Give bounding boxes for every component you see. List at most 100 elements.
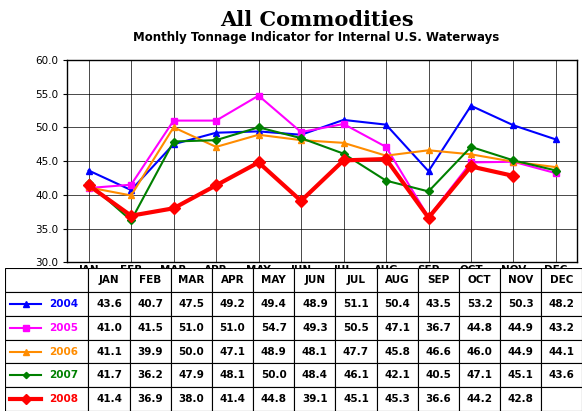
Text: 51.0: 51.0: [179, 323, 205, 333]
Bar: [212, 292, 253, 316]
Bar: [459, 292, 500, 316]
Bar: [212, 363, 253, 387]
Bar: [335, 292, 377, 316]
Bar: [459, 387, 500, 411]
Text: 51.1: 51.1: [343, 299, 369, 309]
Text: Monthly Tonnage Indicator for Internal U.S. Waterways: Monthly Tonnage Indicator for Internal U…: [134, 31, 499, 44]
Text: 44.1: 44.1: [549, 347, 575, 356]
Text: 47.7: 47.7: [343, 347, 369, 356]
Text: 48.1: 48.1: [220, 370, 246, 380]
Bar: [377, 339, 418, 363]
Text: 50.4: 50.4: [384, 299, 410, 309]
Text: 36.2: 36.2: [137, 370, 163, 380]
Bar: [541, 292, 582, 316]
Text: All Commodities: All Commodities: [220, 10, 413, 30]
Text: 46.6: 46.6: [425, 347, 451, 356]
Bar: [212, 268, 253, 292]
Bar: [459, 268, 500, 292]
Text: 44.2: 44.2: [466, 394, 493, 404]
Bar: [335, 339, 377, 363]
Text: 43.6: 43.6: [96, 299, 122, 309]
Bar: [418, 387, 459, 411]
Text: JAN: JAN: [98, 275, 120, 285]
Text: 43.6: 43.6: [549, 370, 575, 380]
Text: 47.1: 47.1: [384, 323, 410, 333]
Text: 49.4: 49.4: [261, 299, 287, 309]
Bar: [130, 387, 171, 411]
Text: 46.0: 46.0: [466, 347, 492, 356]
Text: 50.5: 50.5: [343, 323, 369, 333]
Bar: [212, 316, 253, 339]
Text: OCT: OCT: [468, 275, 492, 285]
Text: 45.8: 45.8: [384, 347, 410, 356]
Text: 47.1: 47.1: [466, 370, 493, 380]
Bar: [130, 363, 171, 387]
Bar: [171, 363, 212, 387]
Text: 36.7: 36.7: [425, 323, 451, 333]
Text: 45.1: 45.1: [508, 370, 534, 380]
Bar: [5, 292, 88, 316]
Bar: [88, 292, 130, 316]
Text: 44.9: 44.9: [508, 347, 534, 356]
Bar: [541, 316, 582, 339]
Bar: [253, 292, 294, 316]
Text: JUL: JUL: [346, 275, 366, 285]
Bar: [130, 292, 171, 316]
Text: 47.1: 47.1: [220, 347, 246, 356]
Bar: [418, 268, 459, 292]
Bar: [541, 363, 582, 387]
Text: 49.3: 49.3: [302, 323, 328, 333]
Text: 2008: 2008: [49, 394, 79, 404]
Text: NOV: NOV: [508, 275, 533, 285]
Bar: [294, 316, 335, 339]
Bar: [500, 292, 541, 316]
Bar: [5, 339, 88, 363]
Text: 42.1: 42.1: [384, 370, 410, 380]
Text: 40.7: 40.7: [137, 299, 163, 309]
Bar: [294, 339, 335, 363]
Text: 53.2: 53.2: [466, 299, 492, 309]
Text: 45.3: 45.3: [384, 394, 410, 404]
Bar: [377, 363, 418, 387]
Bar: [171, 316, 212, 339]
Text: AUG: AUG: [385, 275, 410, 285]
Bar: [253, 363, 294, 387]
Bar: [88, 339, 130, 363]
Text: 43.5: 43.5: [425, 299, 451, 309]
Bar: [212, 387, 253, 411]
Text: 51.0: 51.0: [220, 323, 246, 333]
Text: DEC: DEC: [550, 275, 574, 285]
Text: 44.9: 44.9: [508, 323, 534, 333]
Bar: [418, 339, 459, 363]
Text: 2007: 2007: [49, 370, 79, 380]
Bar: [171, 268, 212, 292]
Bar: [541, 387, 582, 411]
Text: 36.6: 36.6: [425, 394, 451, 404]
Text: 42.8: 42.8: [508, 394, 534, 404]
Text: 50.0: 50.0: [261, 370, 287, 380]
Text: 50.0: 50.0: [179, 347, 205, 356]
Bar: [459, 363, 500, 387]
Bar: [88, 316, 130, 339]
Bar: [418, 292, 459, 316]
Bar: [88, 387, 130, 411]
Text: 2005: 2005: [49, 323, 79, 333]
Text: 41.1: 41.1: [96, 347, 122, 356]
Text: SEP: SEP: [427, 275, 449, 285]
Bar: [500, 339, 541, 363]
Bar: [5, 316, 88, 339]
Bar: [5, 363, 88, 387]
Text: 48.9: 48.9: [302, 299, 328, 309]
Bar: [88, 363, 130, 387]
Text: 41.4: 41.4: [220, 394, 246, 404]
Bar: [418, 316, 459, 339]
Bar: [418, 363, 459, 387]
Bar: [253, 268, 294, 292]
Bar: [500, 387, 541, 411]
Bar: [253, 316, 294, 339]
Bar: [335, 268, 377, 292]
Text: 41.5: 41.5: [137, 323, 163, 333]
Text: 49.2: 49.2: [220, 299, 246, 309]
Bar: [335, 363, 377, 387]
Text: 40.5: 40.5: [425, 370, 451, 380]
